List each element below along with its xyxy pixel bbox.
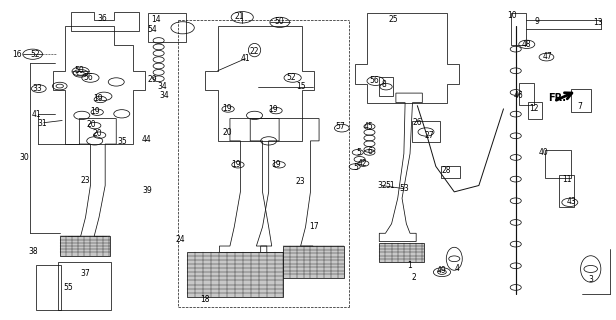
Text: 52: 52	[30, 50, 40, 59]
Text: 5: 5	[357, 148, 362, 157]
Text: 6: 6	[367, 147, 372, 156]
Text: 30: 30	[19, 153, 29, 162]
Polygon shape	[283, 246, 344, 278]
Text: 39: 39	[142, 186, 152, 195]
Text: 10: 10	[507, 12, 517, 20]
Text: 44: 44	[142, 135, 152, 144]
Text: 41: 41	[240, 53, 250, 62]
Text: 38: 38	[28, 247, 38, 256]
Text: 25: 25	[388, 15, 398, 24]
Text: 26: 26	[413, 118, 422, 127]
Text: 35: 35	[118, 137, 128, 146]
Text: 19: 19	[222, 104, 232, 113]
Text: 3: 3	[588, 275, 593, 284]
Text: 1: 1	[407, 261, 411, 270]
Text: 34: 34	[158, 82, 167, 91]
Text: 41: 41	[31, 110, 41, 119]
Text: 49: 49	[437, 266, 447, 275]
Text: 56: 56	[84, 73, 94, 82]
Text: 15: 15	[296, 82, 306, 91]
Text: 51: 51	[385, 181, 395, 190]
Text: 50: 50	[75, 66, 84, 75]
Text: 8: 8	[381, 80, 386, 89]
Text: 5: 5	[354, 163, 359, 172]
Text: 20: 20	[93, 129, 103, 138]
Text: FR.: FR.	[548, 93, 567, 103]
Text: 19: 19	[268, 106, 278, 115]
Text: 31: 31	[38, 119, 47, 128]
Text: 47: 47	[543, 52, 553, 61]
Text: 2: 2	[411, 273, 416, 282]
Text: 43: 43	[566, 197, 576, 206]
Text: 48: 48	[522, 40, 532, 49]
Text: 12: 12	[529, 104, 538, 113]
Polygon shape	[187, 252, 283, 297]
Polygon shape	[60, 236, 110, 256]
Text: 4: 4	[454, 264, 459, 273]
Text: 37: 37	[81, 269, 91, 278]
Text: 20: 20	[87, 120, 97, 129]
Text: 46: 46	[514, 91, 524, 100]
Text: 9: 9	[534, 17, 539, 26]
Text: 45: 45	[363, 122, 373, 132]
Text: 36: 36	[98, 14, 108, 23]
Text: 7: 7	[577, 102, 582, 111]
Text: 21: 21	[235, 12, 244, 21]
Text: 55: 55	[63, 283, 73, 292]
Text: 54: 54	[147, 25, 156, 34]
Text: 19: 19	[231, 160, 241, 169]
Text: 53: 53	[399, 184, 409, 193]
Text: 50: 50	[274, 17, 284, 26]
Text: 34: 34	[160, 91, 169, 100]
Text: 32: 32	[378, 181, 387, 190]
Text: 20: 20	[222, 128, 232, 137]
Text: 13: 13	[593, 19, 603, 28]
Text: 27: 27	[425, 131, 434, 140]
Text: 33: 33	[33, 84, 43, 93]
Text: 23: 23	[296, 177, 306, 186]
Text: 24: 24	[176, 235, 185, 244]
Text: 16: 16	[12, 50, 22, 59]
Text: 52: 52	[286, 73, 296, 82]
Text: 19: 19	[271, 160, 281, 169]
Text: 56: 56	[370, 76, 379, 85]
Text: 14: 14	[152, 15, 161, 24]
Text: 29: 29	[147, 75, 156, 84]
Text: 28: 28	[442, 166, 451, 175]
Text: 57: 57	[336, 122, 346, 132]
Text: 19: 19	[90, 107, 100, 116]
Text: 19: 19	[93, 94, 103, 103]
Text: 11: 11	[562, 175, 572, 184]
Text: 22: 22	[249, 46, 259, 56]
Text: 42: 42	[357, 159, 367, 168]
Polygon shape	[379, 243, 424, 262]
Text: 18: 18	[201, 295, 210, 304]
Text: 40: 40	[538, 148, 548, 157]
Text: 17: 17	[309, 222, 319, 231]
Text: 23: 23	[81, 176, 91, 185]
